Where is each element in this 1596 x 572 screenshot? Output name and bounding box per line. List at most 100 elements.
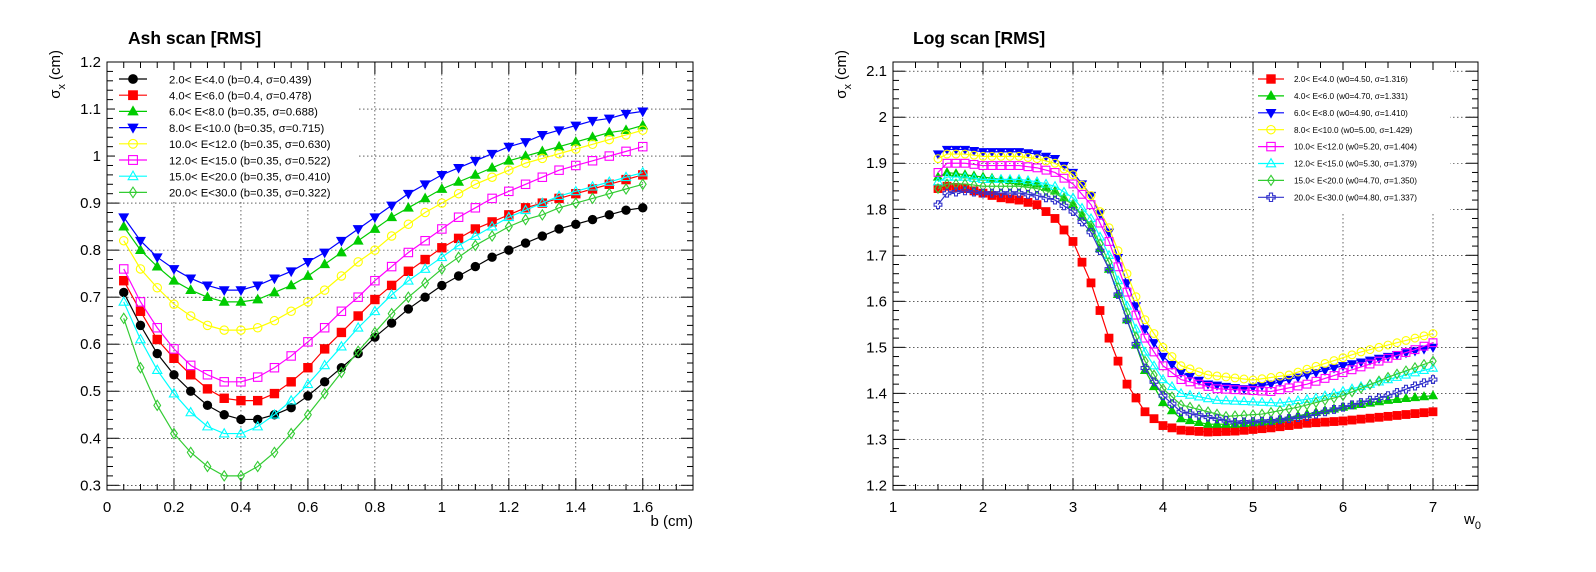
y-tick-label: 0.5: [80, 383, 101, 400]
data-point: [319, 344, 330, 354]
data-point: [604, 210, 614, 220]
data-point: [1175, 413, 1187, 423]
data-point: [571, 219, 581, 229]
data-point: [1141, 355, 1149, 367]
data-point: [604, 151, 615, 161]
data-point: [487, 172, 497, 182]
legend-entry: 6.0< E<8.0 (w0=4.90, σ=1.410): [1258, 108, 1408, 119]
chart-title: Log scan [RMS]: [913, 28, 1045, 48]
data-point: [996, 151, 1006, 161]
data-point: [1176, 407, 1186, 417]
data-point: [203, 460, 212, 473]
data-point: [235, 286, 247, 296]
legend-label: 2.0< E<4.0 (w0=4.50, σ=1.316): [1294, 75, 1408, 84]
data-point: [1248, 417, 1258, 427]
legend-marker: [128, 74, 138, 84]
data-point: [1032, 191, 1042, 200]
data-point: [1311, 409, 1321, 419]
data-point: [335, 236, 347, 247]
data-point: [1122, 287, 1132, 297]
data-point: [286, 402, 296, 413]
data-point: [437, 198, 447, 208]
data-point: [1185, 409, 1195, 418]
data-point: [1374, 356, 1384, 366]
data-point: [1310, 369, 1322, 379]
data-point: [1158, 342, 1168, 352]
data-point: [1409, 391, 1421, 402]
x-tick-label: 1: [889, 499, 897, 516]
legend-entry: 2.0< E<4.0 (b=0.4, σ=0.439): [119, 74, 312, 86]
data-point: [220, 469, 229, 482]
data-point: [185, 360, 196, 371]
data-point: [1122, 315, 1132, 325]
data-point: [1239, 425, 1249, 435]
legend-marker: [1265, 108, 1277, 119]
y-tick-label: 1.6: [866, 293, 887, 310]
data-point: [1104, 333, 1114, 343]
data-point: [336, 306, 347, 317]
data-point: [386, 318, 397, 328]
data-point: [1005, 194, 1015, 204]
data-point: [169, 427, 178, 440]
data-point: [285, 267, 297, 278]
data-point: [1229, 395, 1241, 405]
data-point: [587, 156, 598, 166]
data-point: [420, 207, 430, 218]
data-point: [1184, 372, 1196, 382]
y-tick-label: 1.2: [866, 477, 887, 494]
data-point: [1122, 269, 1132, 279]
data-point: [1293, 413, 1303, 422]
data-point: [118, 220, 130, 231]
x-axis-label: w0: [1463, 511, 1481, 532]
data-point: [1068, 170, 1078, 180]
data-point: [1176, 425, 1186, 435]
data-point: [135, 236, 146, 247]
data-point: [1148, 360, 1160, 370]
data-point: [354, 345, 363, 358]
data-point: [1077, 257, 1087, 267]
data-point: [236, 325, 246, 335]
x-tick-label: 0.6: [297, 499, 318, 516]
data-point: [302, 378, 314, 389]
legend-label: 6.0< E<8.0 (w0=4.90, σ=1.410): [1294, 109, 1408, 118]
data-point: [571, 144, 581, 154]
data-point: [1068, 179, 1078, 189]
data-point: [119, 312, 128, 325]
legend-label: 15.0< E<20.0 (b=0.35, σ=0.410): [169, 171, 331, 183]
data-point: [1015, 180, 1023, 192]
data-point: [1139, 346, 1151, 356]
data-point: [403, 304, 414, 314]
data-point: [969, 187, 979, 197]
data-point: [1202, 392, 1214, 403]
data-point: [997, 180, 1005, 192]
data-point: [1131, 393, 1141, 403]
data-point: [537, 153, 548, 164]
data-point: [1176, 361, 1186, 371]
data-point: [1167, 399, 1177, 409]
data-point: [1185, 377, 1195, 387]
x-tick-label: 2: [979, 499, 987, 516]
data-point: [1338, 416, 1348, 426]
legend-label: 10.0< E<12.0 (b=0.35, σ=0.630): [169, 139, 331, 151]
data-point: [1176, 375, 1186, 384]
data-point: [303, 408, 312, 421]
y-tick-label: 1.5: [866, 339, 887, 356]
data-point: [470, 224, 481, 234]
data-point: [319, 285, 330, 295]
data-point: [1158, 391, 1168, 401]
data-point: [1184, 389, 1196, 399]
data-point: [1364, 397, 1376, 407]
y-axis-label-unit: (cm): [833, 50, 850, 80]
data-point: [1230, 373, 1240, 383]
plot-frame: [106, 61, 694, 491]
data-point: [1095, 306, 1105, 315]
data-point: [588, 192, 597, 205]
data-point: [1096, 238, 1104, 250]
data-point: [1113, 289, 1123, 299]
data-point: [637, 107, 649, 118]
data-point: [487, 252, 497, 262]
data-point: [386, 280, 397, 291]
data-point: [1059, 201, 1069, 211]
data-point: [152, 334, 162, 345]
data-point: [1238, 395, 1250, 406]
